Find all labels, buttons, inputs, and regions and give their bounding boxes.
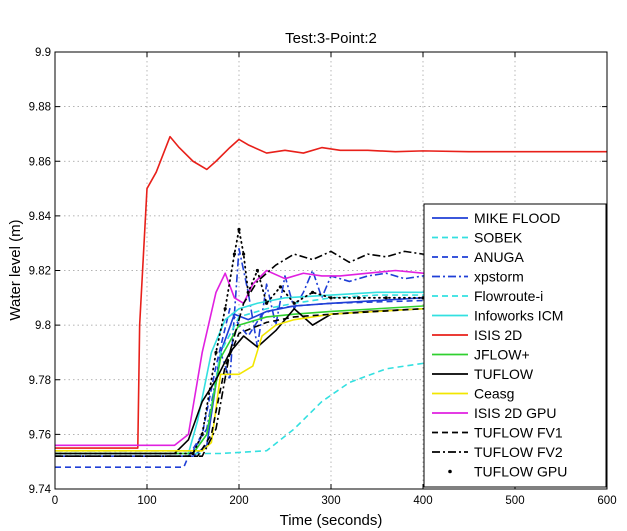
legend-item-tuflow-fv1: TUFLOW FV1: [432, 425, 563, 441]
legend-item-tuflow-fv2: TUFLOW FV2: [432, 444, 563, 460]
y-axis-label: Water level (m): [7, 219, 24, 320]
legend-label: ISIS 2D: [474, 327, 522, 343]
legend-label: Infoworks ICM: [474, 308, 563, 324]
y-tick-label: 9.78: [29, 375, 51, 387]
legend-item-isis-2d: ISIS 2D: [432, 327, 522, 343]
series-line-isis-2d-gpu: [55, 269, 607, 447]
series-line-anuga: [55, 294, 607, 468]
legend-label: TUFLOW: [474, 366, 534, 382]
y-tick-label: 9.9: [35, 47, 51, 59]
y-ticks: 9.74 9.76 9.78 9.8 9.82 9.84 9.86 9.88 9.9: [29, 47, 607, 496]
legend-label: SOBEK: [474, 230, 523, 246]
legend-item-infoworks-icm: Infoworks ICM: [432, 308, 563, 324]
y-tick-label: 9.8: [35, 320, 51, 332]
data-point: [384, 296, 388, 300]
legend-label: xpstorm: [474, 269, 524, 285]
x-tick-label: 300: [321, 495, 340, 507]
series-line-isis-2d: [55, 135, 607, 449]
legend: MIKE FLOOD SOBEK ANUGA xpstorm Flowroute-i In…: [423, 203, 607, 488]
legend-label: TUFLOW FV2: [474, 444, 563, 460]
legend-swatch: [448, 469, 452, 474]
series-line-tuflow-gpu: [55, 229, 607, 455]
legend-item-tuflow-gpu: TUFLOW GPU: [448, 464, 567, 480]
y-tick-label: 9.88: [29, 102, 51, 114]
data-point: [191, 451, 195, 456]
legend-label: Flowroute-i: [474, 288, 543, 304]
y-tick-label: 9.74: [29, 484, 52, 496]
legend-item-sobek: SOBEK: [432, 230, 523, 246]
series-line-mike-flood: [55, 291, 607, 458]
legend-label: ANUGA: [474, 249, 524, 265]
x-tick-label: 200: [229, 495, 248, 507]
legend-item-ceasg: Ceasg: [432, 386, 514, 402]
legend-item-jflow-: JFLOW+: [432, 347, 530, 363]
legend-item-anuga: ANUGA: [432, 249, 524, 265]
legend-item-tuflow: TUFLOW: [432, 366, 534, 382]
legend-label: MIKE FLOOD: [474, 210, 560, 226]
legend-item-flowroute-i: Flowroute-i: [432, 288, 543, 304]
x-tick-label: 0: [52, 495, 58, 507]
legend-label: JFLOW+: [474, 347, 530, 363]
x-axis-label: Time (seconds): [280, 512, 383, 529]
legend-label: TUFLOW FV1: [474, 425, 563, 441]
legend-item-isis-2d-gpu: ISIS 2D GPU: [432, 405, 556, 421]
y-tick-label: 9.84: [29, 211, 52, 223]
legend-item-mike-flood: MIKE FLOOD: [432, 210, 560, 226]
y-tick-label: 9.86: [29, 156, 51, 168]
legend-item-xpstorm: xpstorm: [432, 269, 524, 285]
chart-title: Test:3-Point:2: [285, 30, 377, 47]
legend-label: ISIS 2D GPU: [474, 405, 556, 421]
x-tick-label: 500: [505, 495, 524, 507]
legend-label: Ceasg: [474, 386, 514, 402]
series-line-infoworks-icm: [55, 288, 607, 455]
x-ticks: 0 100 200 300 400 500 600: [52, 52, 617, 507]
x-tick-label: 600: [597, 495, 616, 507]
x-tick-label: 400: [413, 495, 432, 507]
y-tick-label: 9.82: [29, 266, 51, 278]
legend-box: [423, 203, 607, 488]
legend-label: TUFLOW GPU: [474, 464, 567, 480]
y-tick-label: 9.76: [29, 429, 51, 441]
x-tick-label: 100: [137, 495, 156, 507]
